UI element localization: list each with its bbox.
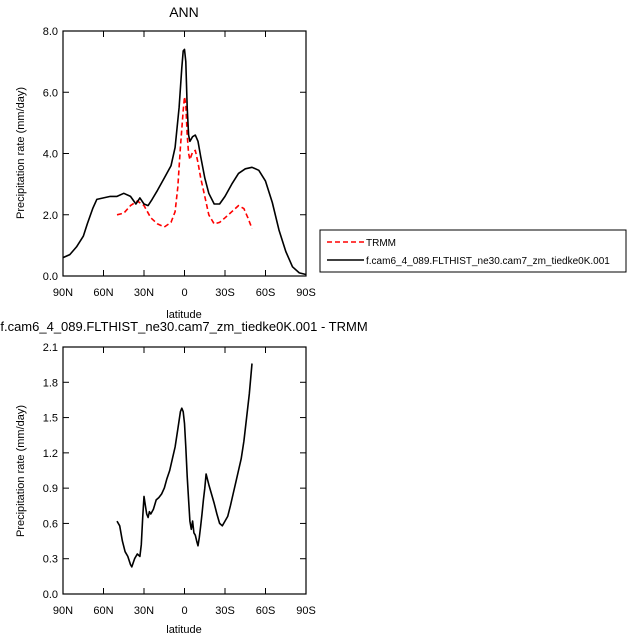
x-tick-label: 0 xyxy=(181,605,187,617)
y-tick-label: 0.6 xyxy=(43,518,58,530)
legend: TRMM f.cam6_4_089.FLTHIST_ne30.cam7_zm_t… xyxy=(319,229,627,273)
x-tick-label: 30N xyxy=(134,287,154,299)
y-tick-label: 0.9 xyxy=(43,483,58,495)
y-tick-label: 0.3 xyxy=(43,554,58,566)
legend-box xyxy=(319,229,627,273)
y-tick-label: 4.0 xyxy=(43,149,58,161)
panel-title: ANN xyxy=(169,4,199,20)
y-tick-label: 0.0 xyxy=(43,271,58,283)
legend-label-trmm: TRMM xyxy=(366,238,396,249)
y-axis-label: Precipitation rate (mm/day) xyxy=(15,405,27,537)
y-tick-label: 0.0 xyxy=(43,589,58,601)
x-tick-label: 30S xyxy=(215,287,235,299)
series-line-1 xyxy=(62,48,307,276)
series-line-0 xyxy=(116,96,253,229)
x-tick-label: 60S xyxy=(256,605,276,617)
y-tick-label: 1.5 xyxy=(43,413,58,425)
x-tick-label: 90N xyxy=(53,605,73,617)
y-tick-label: 8.0 xyxy=(43,26,58,38)
legend-label-model: f.cam6_4_089.FLTHIST_ne30.cam7_zm_tiedke… xyxy=(366,256,610,267)
x-tick-label: 90S xyxy=(296,287,316,299)
panel-title: f.cam6_4_089.FLTHIST_ne30.cam7_zm_tiedke… xyxy=(0,319,367,334)
y-axis-label: Precipitation rate (mm/day) xyxy=(15,87,27,219)
x-axis-label: latitude xyxy=(166,309,201,321)
y-tick-label: 2.1 xyxy=(43,342,58,354)
x-tick-label: 0 xyxy=(181,287,187,299)
x-axis-label: latitude xyxy=(166,624,201,636)
y-tick-label: 2.0 xyxy=(43,210,58,222)
x-tick-label: 90N xyxy=(53,287,73,299)
x-tick-label: 30S xyxy=(215,605,235,617)
x-tick-label: 60N xyxy=(93,605,113,617)
y-tick-label: 6.0 xyxy=(43,87,58,99)
x-tick-label: 60N xyxy=(93,287,113,299)
series-line-0 xyxy=(116,363,253,568)
x-tick-label: 30N xyxy=(134,605,154,617)
plot-frame xyxy=(62,346,307,595)
y-tick-label: 1.2 xyxy=(43,448,58,460)
x-tick-label: 60S xyxy=(256,287,276,299)
annual-zonal-mean-panel: ANN 90N 60N 30N 0 30S 60S 90S 0.02.04.06.08.0 … xyxy=(15,4,627,321)
y-tick-label: 1.8 xyxy=(43,377,58,389)
x-tick-label: 90S xyxy=(296,605,316,617)
plot-frame xyxy=(62,30,307,277)
difference-panel: f.cam6_4_089.FLTHIST_ne30.cam7_zm_tiedke… xyxy=(0,319,367,636)
